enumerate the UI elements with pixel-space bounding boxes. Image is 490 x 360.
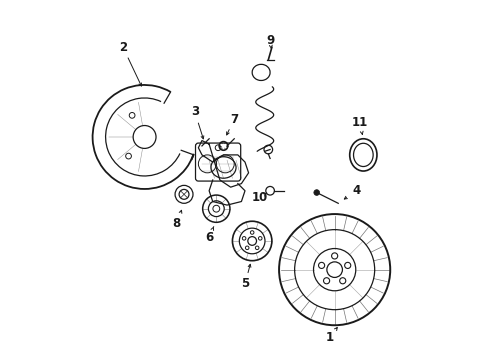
Text: 10: 10 [251, 192, 268, 204]
Text: 4: 4 [352, 184, 360, 197]
Text: 2: 2 [119, 41, 127, 54]
Text: 1: 1 [325, 331, 333, 344]
Text: 5: 5 [241, 278, 249, 291]
Text: 9: 9 [266, 33, 274, 47]
Text: 6: 6 [205, 231, 213, 244]
Text: 3: 3 [191, 105, 199, 118]
Circle shape [314, 190, 319, 195]
Text: 7: 7 [230, 113, 238, 126]
Text: 8: 8 [173, 216, 181, 230]
Text: 11: 11 [352, 116, 368, 129]
